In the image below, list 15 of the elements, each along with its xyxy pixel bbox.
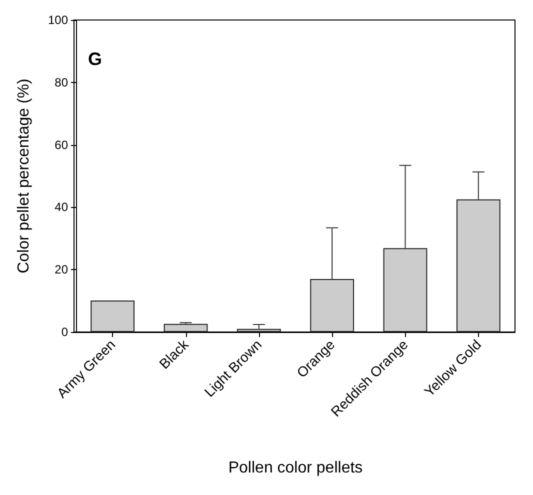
bar [456,199,500,332]
y-tick-label: 20 [54,262,68,277]
y-tick-label: 40 [54,200,68,214]
annotation: G [88,49,102,69]
bar [236,328,281,332]
y-tick-label: 0 [61,325,68,339]
y-tick-label: 80 [54,75,68,90]
bar [164,324,208,332]
y-tick-label: 60 [54,138,68,152]
bar [90,300,135,332]
y-tick-label: 100 [48,13,68,27]
bar [310,278,354,332]
bar [383,248,428,332]
y-axis-title: Color pellet percentage (%) [16,78,32,274]
x-axis-title: Pollen color pellets [228,460,363,476]
